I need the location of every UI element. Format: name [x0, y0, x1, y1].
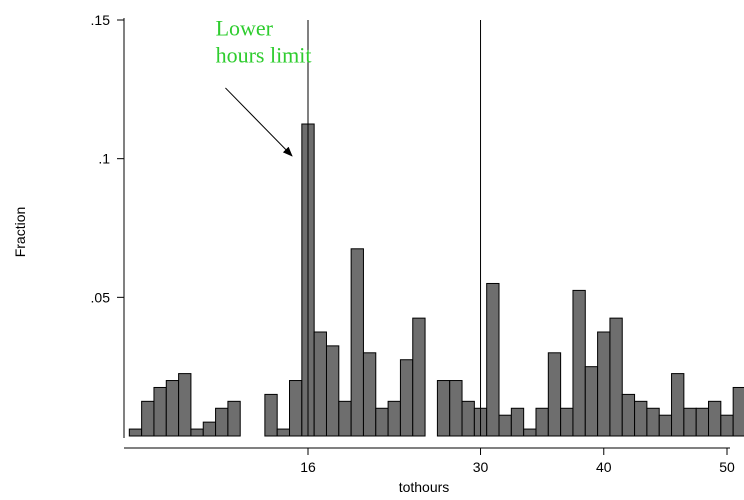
- histogram-bar: [547, 352, 562, 437]
- histogram-bar: [153, 386, 167, 437]
- histogram-bar: [141, 400, 155, 437]
- histogram-bar: [708, 400, 722, 437]
- y-ticks: .05 .1 .15: [91, 12, 124, 305]
- histogram-bar: [325, 345, 340, 437]
- histogram-bar: [732, 386, 744, 437]
- histogram-bar: [215, 407, 229, 437]
- annotations: Lower hours limit: [216, 15, 312, 157]
- x-ticks: 16 30 40 50: [300, 448, 735, 475]
- histogram-bar: [671, 373, 685, 437]
- x-axis-title: tothours: [399, 479, 450, 495]
- y-tick-label: .1: [98, 151, 110, 167]
- x-tick-label: 40: [596, 459, 612, 475]
- x-tick-label: 16: [300, 459, 316, 475]
- y-axis-title: Fraction: [12, 207, 28, 258]
- histogram-bar: [609, 317, 623, 437]
- histogram-bar: [399, 359, 414, 437]
- y-tick-label: .05: [91, 289, 111, 305]
- histogram-bar: [486, 282, 500, 437]
- histogram-bar: [584, 366, 599, 437]
- histogram-bar: [362, 352, 377, 437]
- histogram-bar: [449, 380, 463, 437]
- histogram-bar: [350, 248, 364, 437]
- x-tick-label: 50: [719, 459, 735, 475]
- histogram-bar: [412, 317, 426, 437]
- histogram-bar: [461, 400, 475, 437]
- histogram-bar: [190, 428, 204, 437]
- histogram-bar: [289, 380, 303, 437]
- histogram-bar: [387, 400, 401, 437]
- histogram-bar: [227, 400, 241, 437]
- y-tick-label: .15: [91, 12, 111, 28]
- histogram-bar: [276, 428, 291, 437]
- histogram-bar: [646, 407, 660, 437]
- histogram-bar: [338, 400, 352, 437]
- histogram-bar: [436, 380, 451, 437]
- histogram-bar: [178, 373, 192, 437]
- histogram-bar: [560, 407, 574, 437]
- histogram-bar: [165, 380, 180, 437]
- histogram-bar: [572, 289, 586, 437]
- histogram-bar: [695, 407, 710, 437]
- histogram-bar: [634, 400, 648, 437]
- histogram-bar: [535, 407, 549, 437]
- histogram-bar: [313, 331, 327, 437]
- histogram-bar: [621, 393, 636, 437]
- histogram-bar: [720, 414, 734, 437]
- histogram-bar: [523, 428, 537, 437]
- annotation-text: Lower hours limit: [216, 15, 312, 67]
- histogram-bar: [264, 393, 278, 437]
- histogram-bar: [658, 414, 673, 437]
- histogram-bar: [597, 331, 611, 437]
- histogram-bar: [202, 421, 217, 437]
- histogram-bar: [498, 414, 512, 437]
- histogram-bar: [128, 428, 143, 437]
- reference-lines: [307, 20, 482, 436]
- histogram-bar: [375, 407, 389, 437]
- bars: [128, 123, 744, 437]
- x-tick-label: 30: [473, 459, 489, 475]
- annotation-arrow: [225, 87, 293, 157]
- histogram-bar: [510, 407, 525, 437]
- histogram-bar: [683, 407, 697, 437]
